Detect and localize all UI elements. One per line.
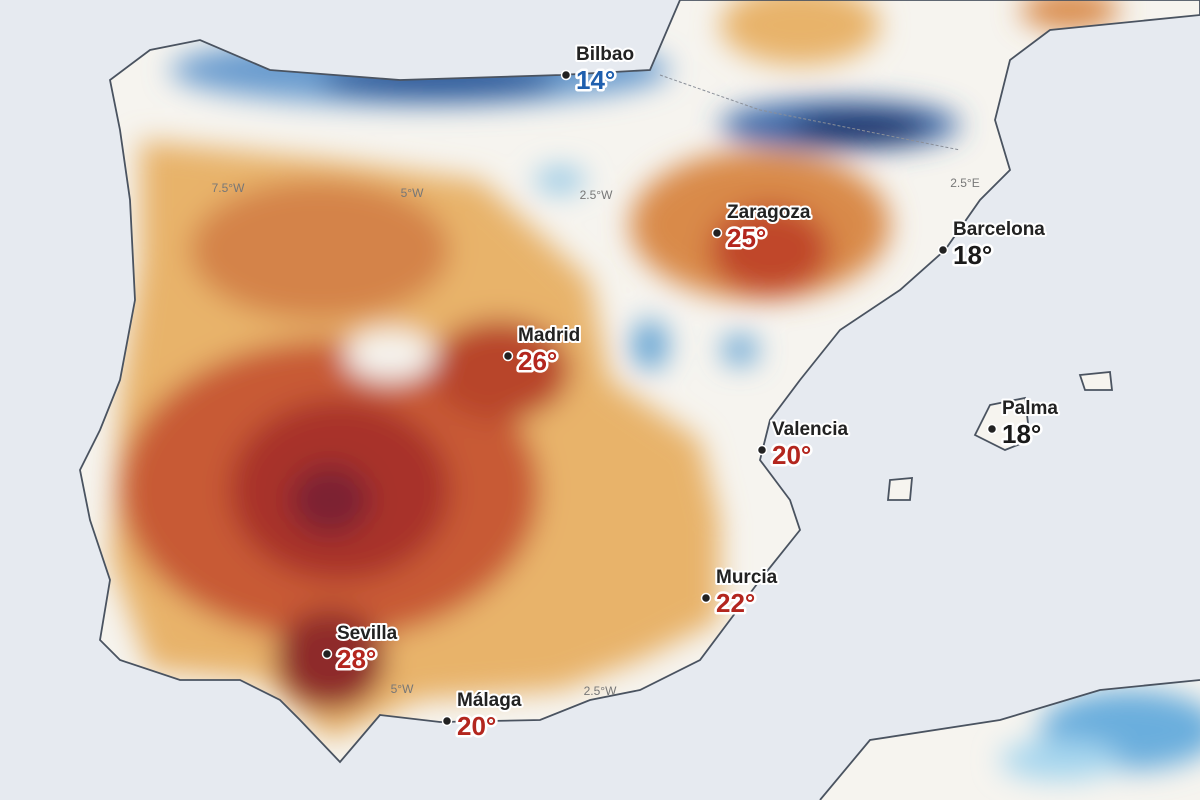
grid-label: 2.5°E [950, 176, 979, 190]
grid-label: 2.5°W [584, 684, 617, 698]
city-temp: 18° [953, 240, 992, 270]
city-name: Bilbao [576, 44, 634, 65]
grid-label: 2.5°W [580, 188, 613, 202]
city-dot [560, 69, 572, 81]
grid-label: 5°W [391, 682, 414, 696]
city-dot [756, 444, 768, 456]
city-temp: 22° [716, 588, 755, 618]
city-name: Madrid [518, 325, 580, 346]
city-name: Sevilla [337, 623, 398, 644]
city-temp: 28° [337, 644, 376, 674]
grid-labels: 7.5°W 5°W 2.5°W 2.5°E 5°W 2.5°W [212, 176, 980, 698]
city-name: Valencia [772, 419, 848, 440]
city-name: Zaragoza [727, 202, 811, 223]
city-dot [700, 592, 712, 604]
city-name: Málaga [457, 690, 522, 711]
coastline [79, 0, 1200, 800]
city-dot [937, 244, 949, 256]
city-dot [711, 227, 723, 239]
city-dot [441, 715, 453, 727]
city-temp: 26° [518, 346, 557, 376]
grid-label: 5°W [401, 186, 424, 200]
city-temp: 14° [576, 65, 615, 95]
city-temp: 20° [772, 440, 811, 470]
city-dot [502, 350, 514, 362]
city-name: Barcelona [953, 219, 1045, 240]
city-temp: 20° [457, 711, 496, 741]
city-temp: 25° [727, 223, 766, 253]
border [659, 74, 961, 151]
grid-label: 7.5°W [212, 181, 245, 195]
city-dot [986, 423, 998, 435]
city-name: Palma [1002, 398, 1058, 419]
city-name: Murcia [716, 567, 778, 588]
city-temp: 18° [1002, 419, 1041, 449]
city-dot [321, 648, 333, 660]
